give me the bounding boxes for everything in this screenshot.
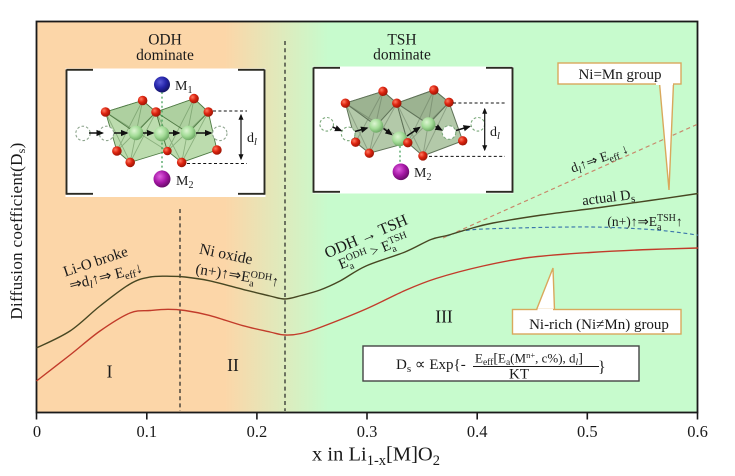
svg-text:dominate: dominate	[136, 47, 194, 64]
svg-text:0.3: 0.3	[357, 422, 378, 441]
svg-text:TSH: TSH	[387, 32, 416, 49]
svg-text:x in Li1-x[M]O2: x in Li1-x[M]O2	[312, 444, 440, 470]
svg-text:I: I	[107, 362, 113, 382]
svg-text:Ni=Mn group: Ni=Mn group	[578, 67, 661, 83]
svg-text:KT: KT	[509, 367, 529, 383]
svg-text:0.6: 0.6	[687, 422, 708, 441]
svg-text:Ni-rich (Ni≠Mn) group: Ni-rich (Ni≠Mn) group	[529, 317, 669, 333]
svg-text:III: III	[435, 307, 453, 327]
svg-text:0.4: 0.4	[467, 422, 488, 441]
svg-text:II: II	[227, 355, 239, 375]
svg-text:dl: dl	[247, 131, 257, 148]
svg-text:Diffusion coefficient(Ds): Diffusion coefficient(Ds)	[7, 142, 28, 319]
svg-text:0: 0	[33, 422, 41, 441]
svg-text:dominate: dominate	[373, 47, 431, 64]
svg-text:0.1: 0.1	[136, 422, 157, 441]
svg-text:}: }	[598, 359, 606, 376]
svg-text:Ds ∝ Exp{-: Ds ∝ Exp{-	[396, 357, 466, 375]
svg-text:ODH: ODH	[148, 32, 182, 49]
svg-text:0.2: 0.2	[247, 422, 268, 441]
svg-text:Eeff[Ea(Mn+, c%), dl]: Eeff[Ea(Mn+, c%), dl]	[475, 350, 583, 368]
svg-text:0.5: 0.5	[577, 422, 598, 441]
svg-text:dl: dl	[490, 125, 500, 142]
